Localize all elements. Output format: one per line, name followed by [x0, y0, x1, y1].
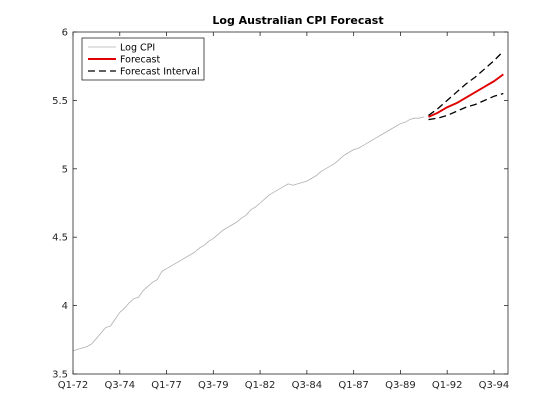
x-tick-label-6: Q1-87 [338, 380, 369, 391]
series-line-0 [72, 116, 424, 352]
x-tick-label-7: Q3-89 [385, 380, 416, 391]
axes: 3.5 4 4.5 5 5.5 6 Q1-72 Q3-74 Q1-77 Q3-79 Q1-82 Q3-… [52, 28, 509, 392]
x-tick-label-3: Q3-79 [198, 380, 229, 391]
legend-label-0: Log CPI [120, 42, 155, 53]
x-tick-label-4: Q1-82 [245, 380, 276, 391]
x-tick-label-2: Q1-77 [151, 380, 182, 391]
y-tick-label-4: 5.5 [52, 96, 68, 107]
x-tick-label-1: Q3-74 [104, 380, 135, 391]
y-tick-label-5: 6 [62, 28, 68, 39]
legend-label-1: Forecast [120, 54, 160, 65]
x-tick-label-9: Q3-94 [479, 380, 510, 391]
y-tick-label-0: 3.5 [52, 370, 68, 381]
y-tick-label-3: 5 [62, 164, 68, 175]
legend-label-2: Forecast Interval [120, 66, 200, 77]
x-tick-label-0: Q1-72 [58, 380, 89, 391]
chart-title: Log Australian CPI Forecast [212, 14, 383, 27]
axes-box [72, 31, 509, 375]
series-group [72, 50, 504, 352]
plot-area [73, 32, 508, 374]
series-line-3 [428, 92, 504, 121]
x-tick-label-5: Q3-84 [292, 380, 323, 391]
series-line-2 [428, 50, 504, 116]
y-tick-label-2: 4.5 [52, 233, 68, 244]
plot-background [73, 32, 508, 374]
y-tick-label-1: 4 [62, 301, 68, 312]
x-tick-label-8: Q1-92 [432, 380, 463, 391]
series-line-1 [428, 73, 504, 118]
